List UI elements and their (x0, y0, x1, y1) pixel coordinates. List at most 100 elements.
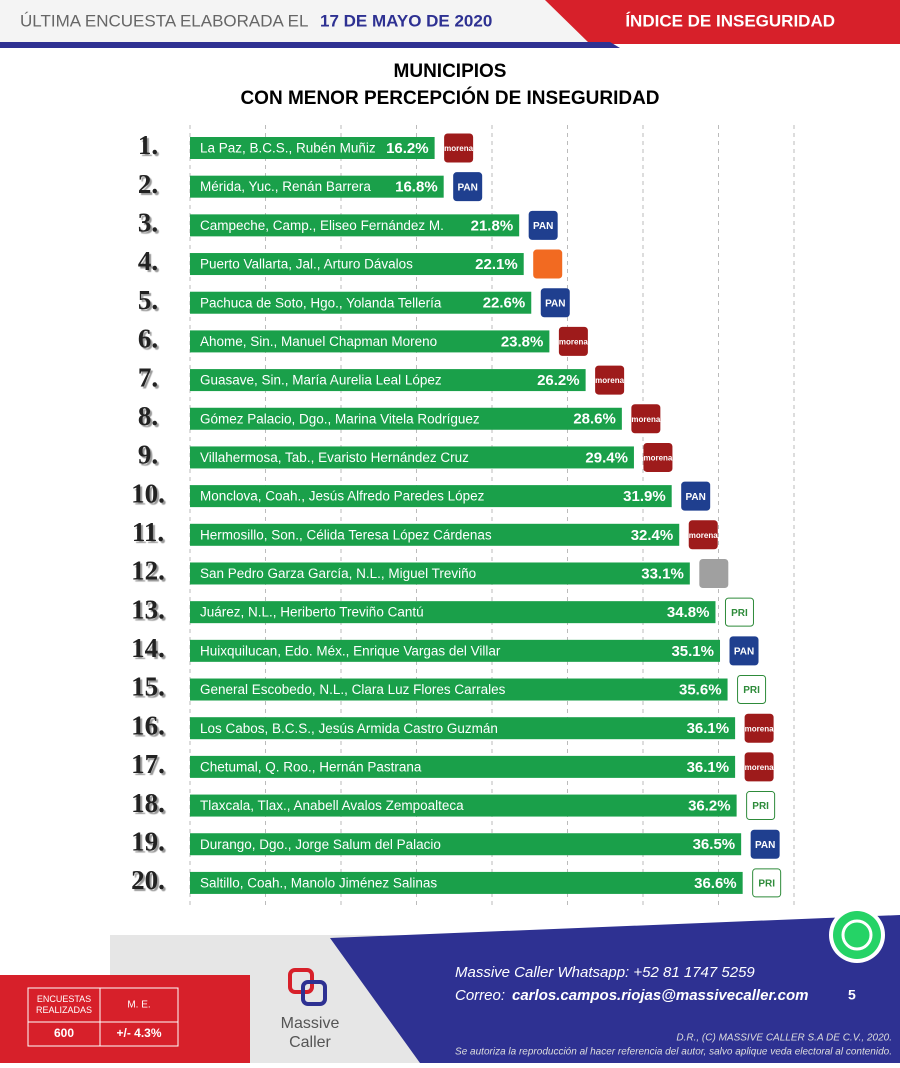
category-label: Campeche, Camp., Eliseo Fernández M. (200, 218, 444, 233)
category-label: Gómez Palacio, Dgo., Marina Vitela Rodrí… (200, 411, 480, 426)
bar (190, 214, 520, 237)
category-label: Tlaxcala, Tlax., Anabell Avalos Zempoalt… (200, 798, 464, 813)
rank-label: 15. (131, 672, 165, 702)
party-logo (631, 404, 661, 434)
value-label: 29.4% (585, 449, 628, 466)
bar (190, 562, 690, 585)
copyright: D.R., (C) MASSIVE CALLER S.A DE C.V., 20… (676, 1033, 892, 1044)
rank-label: 17. (131, 749, 165, 779)
header-line (0, 42, 620, 48)
logo-text: Caller (289, 1034, 331, 1051)
bar (190, 407, 622, 430)
party-logo (746, 791, 776, 821)
party-logo-text: morena (689, 531, 718, 540)
category-label: Mérida, Yuc., Renán Barrera (200, 179, 371, 194)
category-label: San Pedro Garza García, N.L., Miguel Tre… (200, 566, 476, 581)
rank-label: 12. (131, 556, 165, 586)
footer-blue (330, 915, 900, 1063)
category-label: La Paz, B.C.S., Rubén Muñiz (200, 141, 376, 156)
rank-label: 6. (138, 324, 158, 354)
party-logo (453, 172, 483, 202)
table-cell: 600 (54, 1026, 74, 1040)
category-label: Villahermosa, Tab., Evaristo Hernández C… (200, 450, 469, 465)
party-logo (724, 597, 754, 627)
bar (190, 485, 672, 508)
value-label: 26.2% (537, 372, 580, 389)
category-label: Pachuca de Soto, Hgo., Yolanda Tellería (200, 295, 442, 310)
party-logo (681, 481, 711, 511)
party-logo-text: morena (745, 763, 774, 772)
category-label: Huixquilucan, Edo. Méx., Enrique Vargas … (200, 643, 501, 658)
rank-label: 2. (138, 169, 158, 199)
party-logo-text: morena (559, 338, 588, 347)
chart-title: MUNICIPIOS (394, 61, 507, 82)
category-label: Ahome, Sin., Manuel Chapman Moreno (200, 334, 437, 349)
value-label: 28.6% (573, 411, 616, 428)
category-label: Durango, Dgo., Jorge Salum del Palacio (200, 837, 441, 852)
party-logo (558, 326, 588, 356)
party-logo-text: PRI (731, 608, 748, 619)
survey-label: ÚLTIMA ENCUESTA ELABORADA EL (20, 11, 308, 30)
value-label: 23.8% (501, 333, 544, 350)
bar (190, 717, 736, 740)
party-logo-text: PAN (457, 182, 477, 193)
party-logo (750, 829, 780, 859)
category-label: Juárez, N.L., Heriberto Treviño Cantú (200, 605, 424, 620)
party-logo (444, 133, 474, 163)
header-red (545, 0, 900, 44)
chart-subtitle: CON MENOR PERCEPCIÓN DE INSEGURIDAD (240, 87, 659, 109)
value-label: 36.5% (693, 836, 736, 853)
value-label: 36.1% (687, 759, 730, 776)
rank-label: 13. (131, 594, 165, 624)
whatsapp: Massive Caller Whatsapp: +52 81 1747 525… (455, 964, 755, 981)
bar (190, 523, 680, 546)
footer-red (0, 975, 250, 1063)
email-label: Correo: (455, 987, 505, 1004)
whatsapp-icon (833, 911, 881, 959)
rank-label: 9. (138, 440, 158, 470)
bar (190, 446, 634, 469)
value-label: 22.1% (475, 256, 518, 273)
party-logo-text: morena (745, 724, 774, 733)
bar (190, 833, 742, 856)
logo-mark (301, 980, 327, 1006)
party-logo-text: morena (595, 376, 624, 385)
party-logo-text: PAN (686, 492, 706, 503)
rank-label: 19. (131, 826, 165, 856)
party-logo (699, 558, 729, 588)
category-label: Chetumal, Q. Roo., Hernán Pastrana (200, 759, 422, 774)
rank-label: 16. (131, 710, 165, 740)
bar (190, 137, 435, 159)
section-title: ÍNDICE DE INSEGURIDAD (625, 11, 835, 30)
rank-label: 3. (138, 208, 158, 238)
rank-label: 8. (138, 401, 158, 431)
bar (190, 330, 550, 353)
party-logo (737, 675, 767, 705)
category-label: Guasave, Sin., María Aurelia Leal López (200, 373, 442, 388)
category-label: Saltillo, Coah., Manolo Jiménez Salinas (200, 875, 437, 890)
email: carlos.campos.riojas@massivecaller.com (512, 987, 808, 1004)
notice: Se autoriza la reproducción al hacer ref… (455, 1047, 892, 1058)
party-logo (540, 288, 570, 318)
bar (190, 291, 532, 314)
value-label: 35.1% (671, 643, 714, 660)
party-logo-text: PAN (755, 840, 775, 851)
value-label: 36.2% (688, 798, 731, 815)
party-logo (688, 520, 718, 550)
rank-label: 10. (131, 478, 165, 508)
value-label: 21.8% (471, 217, 514, 234)
value-label: 33.1% (641, 565, 684, 582)
value-label: 36.6% (694, 875, 737, 892)
table-header: M. E. (127, 1000, 150, 1011)
category-label: Puerto Vallarta, Jal., Arturo Dávalos (200, 257, 413, 272)
rank-label: 14. (131, 633, 165, 663)
survey-date: 17 DE MAYO DE 2020 (320, 11, 492, 30)
party-logo (528, 210, 558, 240)
rank-label: 5. (138, 285, 158, 315)
value-label: 22.6% (483, 295, 526, 312)
party-logo-text: PRI (752, 801, 769, 812)
party-logo (643, 442, 673, 472)
bar (190, 639, 721, 662)
table-header: ENCUESTAS REALIZADAS (35, 994, 93, 1015)
whatsapp-icon (841, 919, 873, 951)
